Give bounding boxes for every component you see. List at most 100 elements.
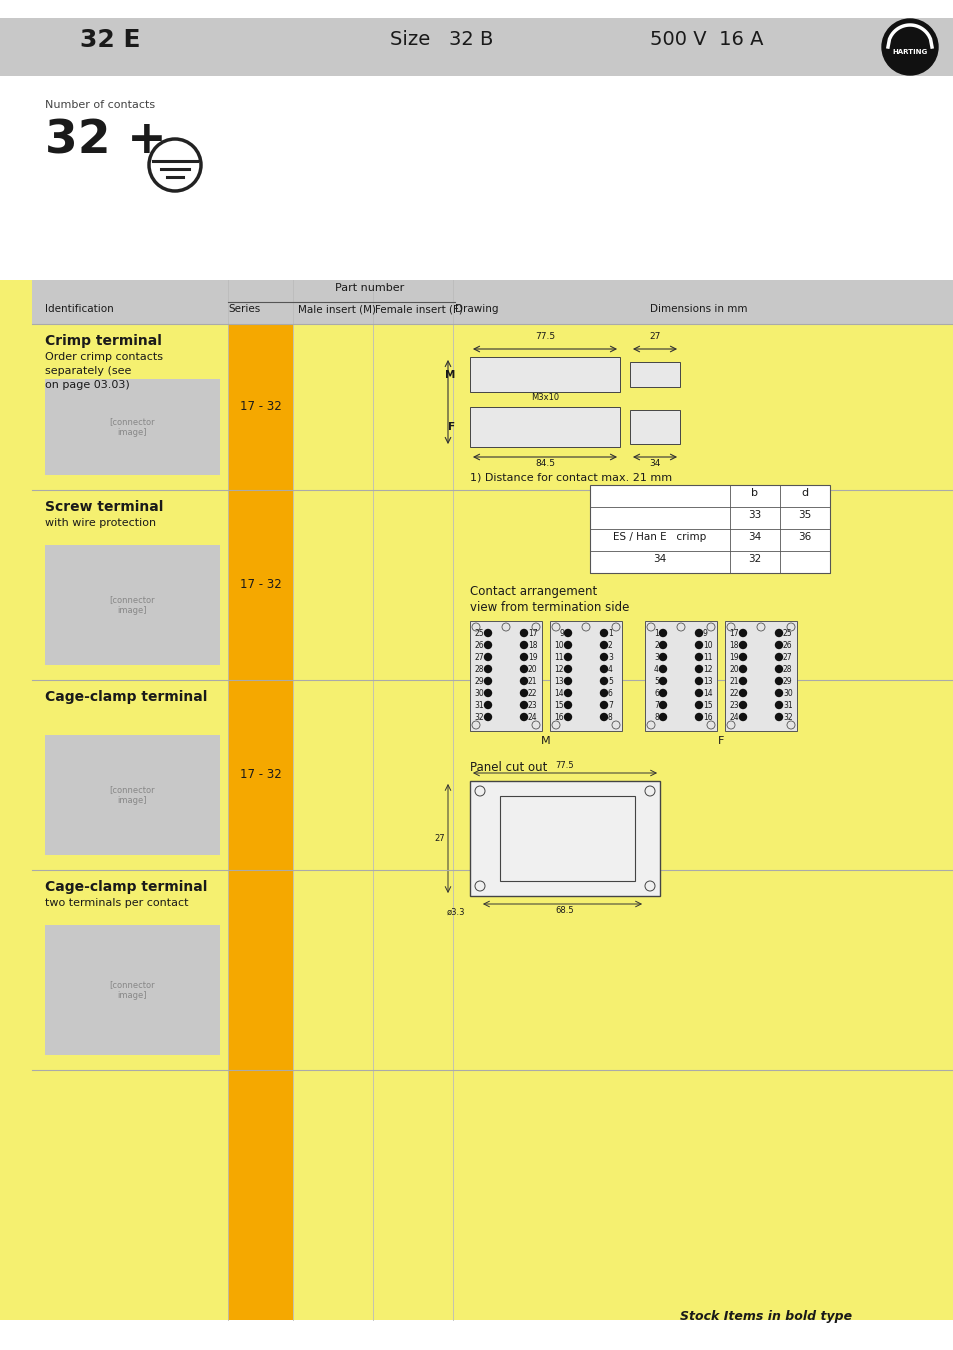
Circle shape (739, 714, 745, 721)
Circle shape (775, 666, 781, 672)
Text: HARTING: HARTING (891, 49, 926, 55)
Text: 23: 23 (729, 702, 739, 710)
Text: 4: 4 (607, 666, 612, 675)
Text: 8: 8 (607, 714, 612, 722)
Text: [connector
image]: [connector image] (109, 595, 154, 614)
Circle shape (520, 714, 527, 721)
Circle shape (599, 690, 607, 697)
Text: 12: 12 (554, 666, 563, 675)
Text: 26: 26 (782, 641, 792, 651)
Text: Number of contacts: Number of contacts (45, 100, 155, 109)
Circle shape (695, 702, 701, 709)
Circle shape (659, 690, 666, 697)
Text: 32: 32 (474, 714, 483, 722)
Text: 34: 34 (653, 554, 666, 564)
Circle shape (599, 714, 607, 721)
Text: 6: 6 (607, 690, 612, 698)
Text: 32: 32 (747, 554, 760, 564)
Circle shape (659, 678, 666, 684)
Text: 15: 15 (702, 702, 712, 710)
Circle shape (520, 702, 527, 709)
Circle shape (484, 702, 491, 709)
Circle shape (739, 690, 745, 697)
Text: b: b (751, 487, 758, 498)
Bar (0, 18, 953, 76)
Text: Drawing: Drawing (455, 304, 498, 315)
Circle shape (775, 653, 781, 660)
Text: 34: 34 (649, 459, 660, 468)
Circle shape (659, 702, 666, 709)
Circle shape (484, 714, 491, 721)
Text: 16: 16 (554, 714, 563, 722)
Text: 34: 34 (747, 532, 760, 541)
Text: Dimensions in mm: Dimensions in mm (649, 304, 747, 315)
Text: 23: 23 (527, 702, 537, 710)
Text: Panel cut out: Panel cut out (470, 761, 547, 774)
Bar (629, 410, 679, 444)
Text: 30: 30 (474, 690, 483, 698)
Circle shape (695, 714, 701, 721)
Bar (499, 796, 635, 882)
Bar (45, 734, 220, 855)
Text: 5: 5 (607, 678, 612, 687)
Text: Stock Items in bold type: Stock Items in bold type (679, 1310, 851, 1323)
Text: Identification: Identification (45, 304, 113, 315)
Text: ES / Han E   crimp: ES / Han E crimp (613, 532, 706, 541)
Circle shape (564, 678, 571, 684)
Circle shape (739, 702, 745, 709)
Text: 29: 29 (474, 678, 483, 687)
Bar (470, 621, 541, 730)
Bar (470, 406, 619, 447)
Circle shape (659, 666, 666, 672)
Circle shape (564, 641, 571, 648)
Text: 24: 24 (527, 714, 537, 722)
Text: 3: 3 (607, 653, 612, 663)
Text: 25: 25 (474, 629, 483, 639)
Text: Part number: Part number (335, 284, 404, 293)
Text: two terminals per contact: two terminals per contact (45, 898, 189, 909)
Bar (644, 621, 717, 730)
Text: 17 - 32: 17 - 32 (239, 579, 281, 591)
Circle shape (599, 678, 607, 684)
Text: 18: 18 (527, 641, 537, 651)
Text: 27: 27 (782, 653, 792, 663)
Text: 13: 13 (702, 678, 712, 687)
Text: Cage-clamp terminal: Cage-clamp terminal (45, 880, 207, 894)
Bar (45, 379, 220, 475)
Text: 24: 24 (729, 714, 739, 722)
Circle shape (599, 653, 607, 660)
Text: 21: 21 (527, 678, 537, 687)
Text: 33: 33 (747, 510, 760, 520)
Text: 17: 17 (527, 629, 537, 639)
Circle shape (564, 690, 571, 697)
Text: with wire protection: with wire protection (45, 518, 156, 528)
Text: M: M (540, 736, 550, 747)
Text: 11: 11 (554, 653, 563, 663)
Text: M: M (444, 370, 455, 379)
Circle shape (484, 641, 491, 648)
Circle shape (775, 690, 781, 697)
Bar (45, 925, 220, 1054)
Circle shape (695, 678, 701, 684)
Bar (550, 621, 621, 730)
Bar (470, 782, 659, 896)
Circle shape (739, 666, 745, 672)
Text: Contact arrangement: Contact arrangement (470, 585, 597, 598)
Text: 18: 18 (729, 641, 739, 651)
Circle shape (564, 653, 571, 660)
Text: Crimp terminal: Crimp terminal (45, 333, 162, 348)
Circle shape (564, 629, 571, 636)
Text: 22: 22 (527, 690, 537, 698)
Circle shape (599, 666, 607, 672)
Text: on page 03.03): on page 03.03) (45, 379, 130, 390)
Circle shape (695, 666, 701, 672)
Circle shape (882, 19, 937, 76)
Circle shape (739, 641, 745, 648)
Text: M3x10: M3x10 (531, 393, 558, 401)
Text: 11: 11 (702, 653, 712, 663)
Text: [connector
image]: [connector image] (109, 786, 154, 805)
Text: 31: 31 (782, 702, 792, 710)
Bar (0, 279, 32, 1320)
Text: 68.5: 68.5 (555, 906, 574, 915)
Circle shape (775, 702, 781, 709)
